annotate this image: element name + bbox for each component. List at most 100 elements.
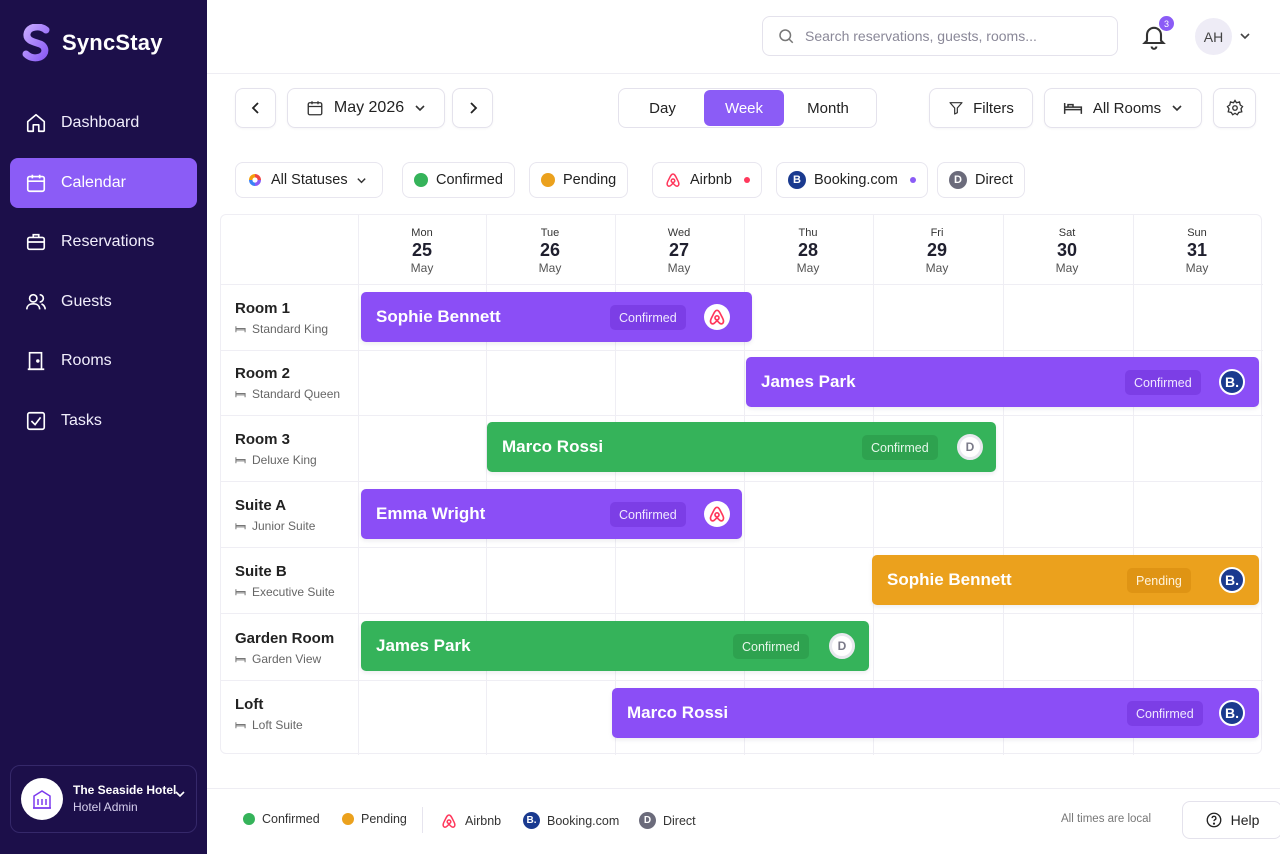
brand[interactable]: SyncStay [22, 24, 163, 62]
chevron-right-icon [469, 102, 477, 114]
booking-status-badge: Confirmed [610, 502, 686, 527]
booking-status-badge: Pending [1127, 568, 1191, 593]
legend-label: Pending [361, 812, 407, 826]
calendar-icon [25, 172, 47, 194]
room-row-label[interactable]: Room 1 Standard King [235, 300, 328, 336]
legend-confirmed: Confirmed [243, 812, 320, 826]
search-icon [779, 29, 794, 44]
briefcase-icon [25, 231, 47, 253]
day-header: Mon 25 May [358, 227, 486, 275]
filter-chip-confirmed[interactable]: Confirmed [402, 162, 515, 198]
room-type-row: Garden View [235, 652, 334, 666]
booking-bar[interactable]: Marco Rossi Confirmed D [487, 422, 996, 472]
help-button[interactable]: Help [1182, 801, 1280, 839]
legend-label: Direct [663, 813, 696, 828]
grid-line [744, 215, 745, 755]
status-filter-label: All Statuses [271, 172, 348, 188]
chevron-down-icon [1172, 105, 1182, 112]
search-input[interactable] [805, 28, 1095, 44]
status-filter-dropdown[interactable]: All Statuses [235, 162, 383, 198]
day-number: 30 [1056, 240, 1078, 260]
direct-icon: D [829, 633, 855, 659]
booking-bar[interactable]: Sophie Bennett Pending B. [872, 555, 1259, 605]
booking-bar[interactable]: Marco Rossi Confirmed B. [612, 688, 1259, 738]
airbnb-icon [666, 173, 680, 187]
booking-bar[interactable]: James Park Confirmed D [361, 621, 869, 671]
view-day-button[interactable]: Day [649, 99, 676, 117]
sidebar-item-label: Rooms [61, 352, 112, 369]
chevron-down-icon [175, 791, 185, 798]
user-avatar[interactable]: AH [1195, 18, 1232, 55]
bed-icon [235, 457, 246, 464]
grid-line [221, 613, 1263, 614]
day-month: May [410, 261, 434, 275]
day-of-week: Mon [411, 227, 433, 239]
notification-badge: 3 [1159, 16, 1174, 31]
room-row-label[interactable]: Loft Loft Suite [235, 696, 303, 732]
app-name: SyncStay [62, 30, 163, 55]
room-name: Room 2 [235, 365, 291, 382]
sidebar-item-rooms[interactable]: Rooms [10, 336, 197, 386]
calendar-grid: Mon 25 May Tue 26 May Wed 27 May Thu 28 … [220, 214, 1263, 755]
day-number: 28 [797, 240, 819, 260]
day-header: Fri 29 May [873, 227, 1001, 275]
filter-chip-label: Booking.com [814, 172, 898, 188]
grid-line [615, 215, 616, 755]
day-of-week: Tue [540, 227, 560, 239]
sidebar-item-label: Guests [61, 292, 112, 310]
view-week-button[interactable]: Week [704, 90, 784, 126]
status-palette-icon [249, 174, 261, 186]
filter-chip-label: Airbnb [690, 172, 732, 188]
sidebar-item-guests[interactable]: Guests [10, 277, 197, 327]
filter-chip-booking[interactable]: B Booking.com [776, 162, 928, 198]
pending-dot-icon [342, 813, 354, 825]
day-header: Wed 27 May [615, 227, 743, 275]
gear-icon [1226, 99, 1243, 116]
sidebar-item-dashboard[interactable]: Dashboard [10, 98, 197, 148]
rooms-filter-dropdown[interactable]: All Rooms [1044, 88, 1202, 128]
room-row-label[interactable]: Garden Room Garden View [235, 630, 334, 666]
next-month-button[interactable] [452, 88, 493, 128]
bed-icon [235, 391, 246, 398]
grid-line [486, 215, 487, 755]
bell-icon[interactable] [1140, 22, 1168, 50]
booking-status-badge: Confirmed [1125, 370, 1201, 395]
sidebar-item-tasks[interactable]: Tasks [10, 396, 197, 446]
legend-label: Airbnb [465, 814, 502, 828]
room-type: Junior Suite [252, 519, 316, 533]
room-type-row: Loft Suite [235, 718, 303, 732]
grid-line [221, 481, 1263, 482]
room-row-label[interactable]: Suite B Executive Suite [235, 563, 335, 599]
airbnb-icon [704, 501, 730, 527]
filters-button[interactable]: Filters [929, 88, 1033, 128]
legend-divider [422, 807, 423, 833]
hotel-switcher[interactable]: The Seaside Hotel Hotel Admin [10, 765, 197, 833]
sidebar-item-reservations[interactable]: Reservations [10, 217, 197, 267]
filter-chip-pending[interactable]: Pending [529, 162, 629, 198]
home-icon [25, 112, 47, 134]
booking-guest-name: James Park [761, 372, 856, 391]
filter-chip-airbnb[interactable]: Airbnb [652, 162, 762, 198]
booking-bar[interactable]: Sophie Bennett Confirmed [361, 292, 752, 342]
month-picker[interactable]: May 2026 [287, 88, 445, 128]
prev-month-button[interactable] [235, 88, 276, 128]
view-month-button[interactable]: Month [807, 99, 849, 117]
filter-chip-direct[interactable]: D Direct [937, 162, 1025, 198]
confirmed-dot-icon [243, 813, 255, 825]
booking-bar[interactable]: James Park Confirmed B. [746, 357, 1259, 407]
booking-status-badge: Confirmed [1127, 701, 1203, 726]
settings-button[interactable] [1213, 88, 1256, 128]
room-row-label[interactable]: Room 3 Deluxe King [235, 431, 317, 467]
booking-bar[interactable]: Emma Wright Confirmed [361, 489, 742, 539]
room-row-label[interactable]: Room 2 Standard Queen [235, 365, 340, 401]
sidebar-item-calendar[interactable]: Calendar [10, 157, 197, 208]
booking-icon: B. [1219, 369, 1245, 395]
room-row-label[interactable]: Suite A Junior Suite [235, 497, 315, 533]
day-month: May [925, 261, 949, 275]
filter-chip-label: Confirmed [436, 172, 503, 188]
booking-status-badge: Confirmed [610, 305, 686, 330]
chevron-down-icon[interactable] [1239, 30, 1251, 42]
day-number: 27 [668, 240, 690, 260]
search-box[interactable] [762, 16, 1118, 56]
hotel-building-icon [33, 790, 51, 809]
